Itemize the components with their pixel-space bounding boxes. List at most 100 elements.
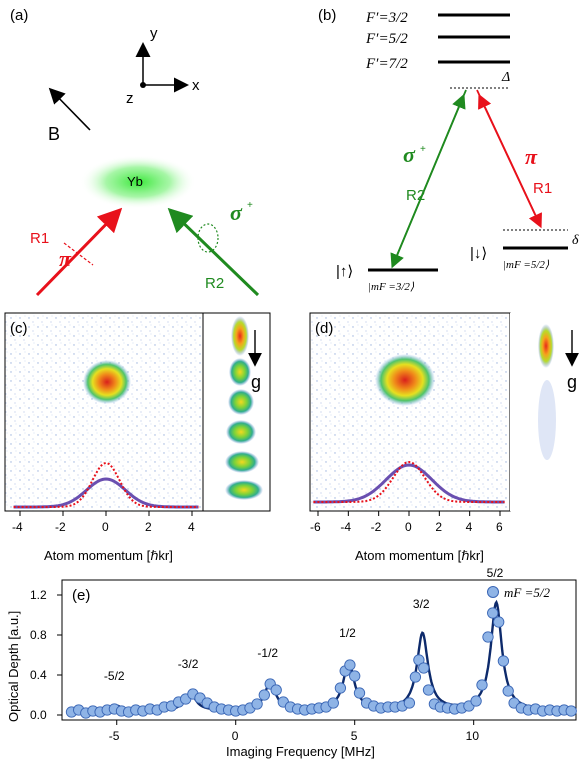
z-axis-dot bbox=[140, 82, 146, 88]
level-label-f52: F′=5/2 bbox=[365, 31, 408, 47]
tick-label: 0 bbox=[102, 520, 109, 534]
peak-label: 1/2 bbox=[339, 626, 356, 640]
tick-label: 0 bbox=[405, 520, 412, 534]
data-point bbox=[422, 684, 435, 696]
y-tick-label: 1.2 bbox=[30, 588, 47, 602]
tof-stack-c bbox=[225, 316, 263, 500]
tick-label: -6 bbox=[310, 520, 321, 534]
data-point bbox=[470, 695, 482, 707]
momentum-profile-d bbox=[313, 460, 505, 504]
absorption-image-d bbox=[309, 312, 511, 512]
data-points-e bbox=[65, 607, 577, 719]
r1-transition-arrow-up bbox=[478, 93, 541, 226]
beam-r1-polarization-label: π bbox=[59, 246, 72, 271]
data-point bbox=[409, 671, 422, 683]
gravity-label-d: g bbox=[567, 372, 577, 392]
beam-r2-polarization-sup: + bbox=[247, 200, 253, 211]
r2-label: R2 bbox=[406, 187, 425, 204]
magnetic-field-label: B bbox=[48, 124, 60, 144]
beam-r1-label: R1 bbox=[30, 230, 49, 247]
tof-blob-d bbox=[538, 324, 554, 368]
absorption-image-c bbox=[4, 312, 204, 512]
r2-transition-arrow-up bbox=[392, 93, 466, 266]
data-point bbox=[482, 631, 494, 643]
tick-label: -2 bbox=[371, 520, 382, 534]
data-point bbox=[349, 670, 361, 682]
tick-label: 2 bbox=[435, 520, 442, 534]
data-point bbox=[270, 684, 282, 696]
data-point bbox=[353, 687, 366, 699]
tick-label: -2 bbox=[55, 520, 66, 534]
panel-label-c: (c) bbox=[10, 320, 28, 337]
data-point bbox=[565, 705, 577, 717]
legend-marker bbox=[487, 586, 499, 598]
xlabel-d: Atom momentum [ℏkr] bbox=[355, 548, 484, 563]
peak-label: -1/2 bbox=[257, 646, 278, 660]
x-tick-label: 10 bbox=[466, 729, 480, 743]
state-down-label: |↓⟩ bbox=[470, 245, 487, 262]
fit-curve bbox=[69, 599, 569, 712]
xlabel-c: Atom momentum [ℏkr] bbox=[44, 548, 173, 563]
panel-label-b: (b) bbox=[318, 7, 336, 24]
peak-labels-e: -5/2 -3/2 -1/2 1/2 3/2 5/2 bbox=[104, 566, 504, 683]
momentum-axis-c: -4 -2 0 2 4 bbox=[12, 511, 195, 534]
state-up-label: |↑⟩ bbox=[336, 263, 353, 280]
sigma-sup: + bbox=[420, 144, 426, 155]
state-down-mf-label: |mF =5/2⟩ bbox=[503, 259, 550, 271]
panel-a: (a) y x z B Yb R1 π σ + R2 bbox=[10, 7, 260, 297]
yb-atom-cloud bbox=[80, 155, 196, 209]
peak-label: -3/2 bbox=[178, 657, 199, 671]
beam-r2-arrow bbox=[167, 207, 260, 297]
x-axis-e: -5 0 5 10 bbox=[109, 720, 480, 743]
panel-b: (b) F′=3/2 F′=5/2 F′=7/2 Δ σ + R2 π R1 δ… bbox=[318, 7, 579, 293]
tick-label: 6 bbox=[496, 520, 503, 534]
r1-label: R1 bbox=[533, 180, 552, 197]
r2-polarization-circle bbox=[197, 223, 219, 253]
axis-label-y: y bbox=[150, 25, 158, 42]
y-tick-label: 0.8 bbox=[30, 628, 47, 642]
atom-cloud-c bbox=[83, 360, 131, 404]
tick-label: 4 bbox=[466, 520, 473, 534]
atom-label: Yb bbox=[127, 174, 143, 189]
x-tick-label: -5 bbox=[109, 729, 120, 743]
sigma-label: σ bbox=[403, 142, 416, 167]
data-point bbox=[327, 697, 339, 709]
tick-label: -4 bbox=[12, 520, 23, 534]
beam-r2-polarization-label: σ bbox=[230, 200, 243, 225]
pi-label: π bbox=[525, 144, 538, 169]
data-point bbox=[251, 698, 263, 710]
panel-d: (d) g -6 -4 -2 0 2 4 6 Atom momentum [ℏkr] bbox=[309, 312, 582, 563]
panel-label-d: (d) bbox=[315, 320, 333, 337]
ylabel-e: Optical Depth [a.u.] bbox=[6, 611, 21, 722]
data-point bbox=[502, 685, 514, 697]
momentum-profile-c bbox=[13, 461, 199, 509]
data-point bbox=[476, 679, 488, 691]
panel-e: (e) 0.0 0.4 0.8 1.2 -5 0 5 10 -5/2 -3/2 -1/2 1/2 3… bbox=[6, 566, 577, 759]
y-axis-e: 0.0 0.4 0.8 1.2 bbox=[30, 588, 62, 722]
data-point bbox=[258, 689, 270, 701]
peak-label: -5/2 bbox=[104, 669, 125, 683]
tick-label: -4 bbox=[340, 520, 351, 534]
data-point bbox=[344, 659, 356, 671]
level-label-f72: F′=7/2 bbox=[365, 56, 408, 72]
tick-label: 2 bbox=[145, 520, 152, 534]
panel-c: (c) g -4 -2 0 2 4 Atom momentum [ℏkr] bbox=[4, 312, 271, 563]
x-tick-label: 0 bbox=[232, 729, 239, 743]
momentum-axis-d: -6 -4 -2 0 2 4 6 bbox=[310, 511, 503, 534]
peak-label: 5/2 bbox=[487, 566, 504, 580]
x-tick-label: 5 bbox=[351, 729, 358, 743]
data-point bbox=[334, 682, 347, 694]
data-point bbox=[418, 662, 430, 674]
beam-r2-label: R2 bbox=[205, 275, 224, 292]
tof-tail-d bbox=[538, 380, 556, 460]
xlabel-e: Imaging Frequency [MHz] bbox=[226, 744, 375, 759]
panel-label-e: (e) bbox=[72, 587, 90, 604]
y-tick-label: 0.4 bbox=[30, 668, 47, 682]
tick-label: 4 bbox=[188, 520, 195, 534]
panel-label-a: (a) bbox=[10, 7, 28, 24]
data-point bbox=[487, 607, 499, 619]
coordinate-axes: y x z bbox=[126, 25, 200, 107]
legend-label: mF =5/2 bbox=[504, 585, 550, 600]
y-tick-label: 0.0 bbox=[30, 708, 47, 722]
